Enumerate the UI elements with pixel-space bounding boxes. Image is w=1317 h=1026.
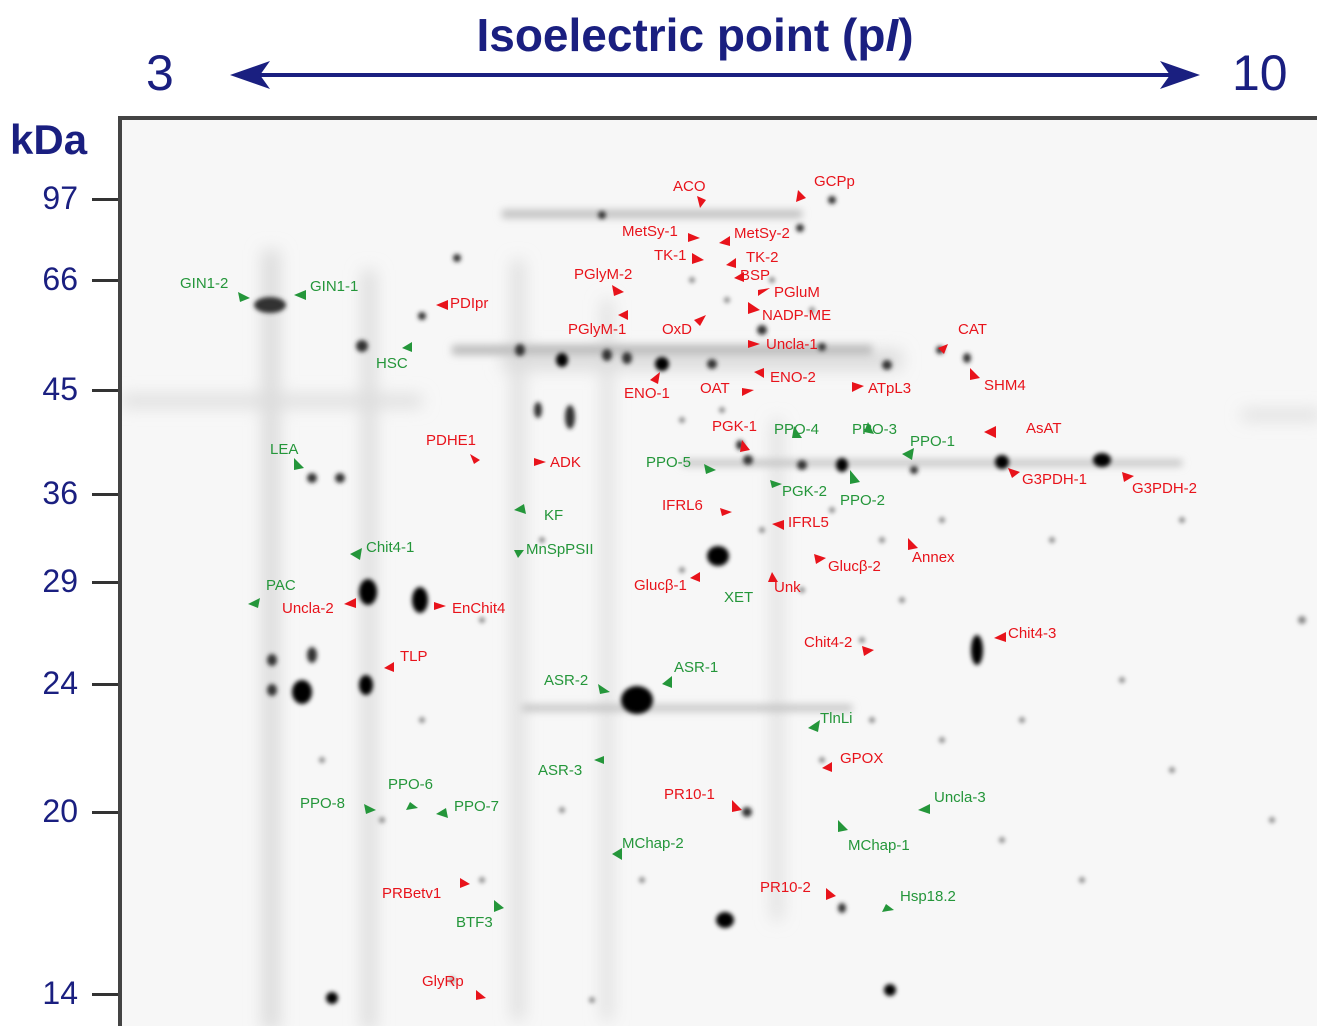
mw-tick-29: [92, 581, 118, 584]
mw-tick-20: [92, 811, 118, 814]
arrowheads: [238, 190, 1134, 1000]
label-glucb-2: Glucβ-2: [828, 558, 881, 575]
label-g3pdh-1: G3PDH-1: [1022, 471, 1088, 488]
label-mchap-2: MChap-2: [622, 835, 684, 852]
label-gpox: GPOX: [840, 750, 884, 767]
label-uncla-3: Uncla-3: [934, 789, 986, 806]
kda-label: kDa: [10, 116, 88, 163]
label-tlnli: TlnLi: [820, 710, 853, 727]
label-glucb-1: Glucβ-1: [634, 577, 687, 594]
label-g3pdh-2: G3PDH-2: [1132, 480, 1198, 497]
label-chit4-3: Chit4-3: [1008, 625, 1057, 642]
label-shm4: SHM4: [984, 377, 1026, 394]
label-annex: Annex: [912, 549, 955, 566]
mw-tick-36: [92, 493, 118, 496]
label-ppo-6: PPO-6: [388, 776, 434, 793]
label-tlp: TLP: [400, 648, 428, 665]
label-pglum: PGluM: [774, 284, 820, 301]
label-prbetv1: PRBetv1: [382, 885, 442, 902]
label-ifrl6: IFRL6: [662, 497, 703, 514]
label-lea: LEA: [270, 441, 299, 458]
title-end: ): [898, 9, 914, 61]
mw-tick-66: [92, 279, 118, 282]
label-eno-2: ENO-2: [770, 369, 816, 386]
mw-36: 36: [42, 475, 78, 511]
label-gin1-2: GIN1-2: [180, 275, 229, 292]
mw-45: 45: [42, 371, 78, 407]
label-pdipr: PDIpr: [450, 295, 489, 312]
label-ppo-4: PPO-4: [774, 421, 820, 438]
label-aco: ACO: [673, 178, 706, 195]
label-chit4-2: Chit4-2: [804, 634, 853, 651]
label-uncla-1: Uncla-1: [766, 336, 818, 353]
label-hsp18-2: Hsp18.2: [900, 888, 956, 905]
label-atpl3: ATpL3: [868, 380, 912, 397]
pi-arrow: [230, 61, 1200, 89]
label-eno-1: ENO-1: [624, 385, 670, 402]
label-pac: PAC: [266, 577, 296, 594]
pi-min-label: 3: [146, 45, 174, 101]
label-cat: CAT: [958, 321, 987, 338]
label-ifrl5: IFRL5: [788, 514, 829, 531]
label-pdhe1: PDHE1: [426, 432, 477, 449]
label-pgk-2: PGK-2: [782, 483, 828, 500]
label-ppo-7: PPO-7: [454, 798, 500, 815]
label-adk: ADK: [550, 454, 581, 471]
label-ppo-5: PPO-5: [646, 454, 692, 471]
label-tk-2: TK-2: [746, 249, 779, 266]
label-asr-3: ASR-3: [538, 762, 583, 779]
label-pgk-1: PGK-1: [712, 418, 758, 435]
mw-20: 20: [42, 793, 78, 829]
label-tk-1: TK-1: [654, 247, 687, 264]
label-pr10-2: PR10-2: [760, 879, 811, 896]
title-text: Isoelectric point (p: [476, 9, 886, 61]
mw-tick-14: [92, 993, 118, 996]
label-xet: XET: [724, 589, 754, 606]
label-asat: AsAT: [1026, 420, 1062, 437]
label-asr-1: ASR-1: [674, 659, 719, 676]
mw-97: 97: [42, 180, 78, 216]
label-pglym-2: PGlyM-2: [574, 266, 633, 283]
label-bsp: BSP: [740, 267, 771, 284]
mw-tick-24: [92, 683, 118, 686]
label-metsy-2: MetSy-2: [734, 225, 790, 242]
label-btf3: BTF3: [456, 914, 493, 931]
label-enchit4: EnChit4: [452, 600, 506, 617]
label-uncla-2: Uncla-2: [282, 600, 334, 617]
label-oxd: OxD: [662, 321, 692, 338]
label-oat: OAT: [700, 380, 730, 397]
label-ppo-1: PPO-1: [910, 433, 956, 450]
mw-66: 66: [42, 261, 78, 297]
mw-24: 24: [42, 665, 78, 701]
mw-14: 14: [42, 975, 78, 1011]
label-pr10-1: PR10-1: [664, 786, 715, 803]
label-pglym-1: PGlyM-1: [568, 321, 627, 338]
gel-image: ACO GCPp MetSy-1 MetSy-2 TK-1 TK-2 BSP P…: [118, 116, 1317, 1026]
pi-max-label: 10: [1232, 45, 1288, 101]
label-gcpp: GCPp: [814, 173, 855, 190]
label-ppo-3: PPO-3: [852, 421, 898, 438]
mw-tick-97: [92, 198, 118, 201]
label-gin1-1: GIN1-1: [310, 278, 359, 295]
figure-title: Isoelectric point (pI): [0, 8, 1317, 62]
label-glyrp: GlyRp: [422, 973, 464, 990]
label-unk: Unk: [774, 579, 801, 596]
label-ppo-2: PPO-2: [840, 492, 886, 509]
label-mchap-1: MChap-1: [848, 837, 910, 854]
mw-tick-45: [92, 389, 118, 392]
label-nadp-me: NADP-ME: [762, 307, 832, 324]
label-hsc: HSC: [376, 355, 408, 372]
label-asr-2: ASR-2: [544, 672, 589, 689]
label-ppo-8: PPO-8: [300, 795, 346, 812]
protein-spots: [122, 196, 1317, 1026]
label-chit4-1: Chit4-1: [366, 539, 415, 556]
mw-29: 29: [42, 563, 78, 599]
label-metsy-1: MetSy-1: [622, 223, 678, 240]
label-kf: KF: [544, 507, 564, 524]
label-mnsppsii: MnSpPSII: [526, 541, 594, 558]
title-italic: I: [885, 9, 899, 61]
